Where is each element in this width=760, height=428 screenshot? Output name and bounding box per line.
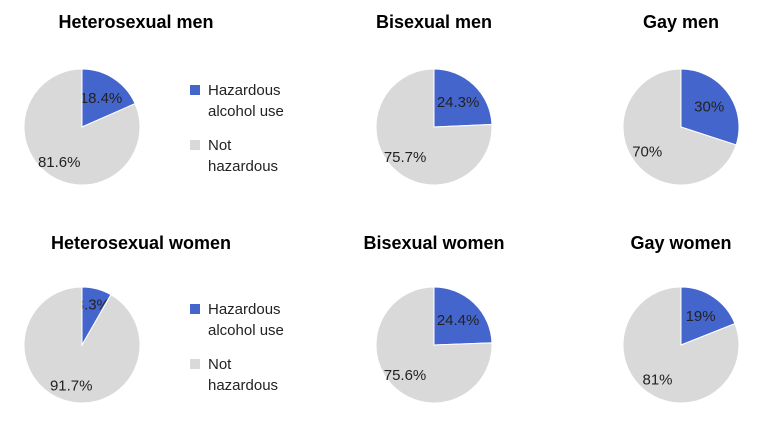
heterosexual-men-legend: Hazardous alcohol use Not hazardous xyxy=(190,80,318,190)
gay-women-label-not-hazardous: 81% xyxy=(642,372,672,389)
heterosexual-men-label-hazardous: 18.4% xyxy=(80,90,123,107)
bisexual-men-label-hazardous: 24.3% xyxy=(437,94,480,111)
heterosexual-women-legend: Hazardous alcohol use Not hazardous xyxy=(190,299,318,409)
gay-women-slice-not-hazardous xyxy=(622,286,740,404)
heterosexual-men-label-not-hazardous: 81.6% xyxy=(38,154,81,171)
legend-entry-not-hazardous: Not hazardous xyxy=(190,135,318,177)
bisexual-women-slice-hazardous xyxy=(433,286,493,346)
legend-entry-not-hazardous: Not hazardous xyxy=(190,354,318,396)
gay-men-pie: 30% 70% xyxy=(622,68,740,186)
legend-label: Not hazardous xyxy=(208,137,279,175)
gay-men-slice-hazardous xyxy=(680,68,740,146)
heterosexual-men-pie: 18.4% 81.6% xyxy=(23,68,141,186)
gay-women-pie: 19% 81% xyxy=(622,286,740,404)
legend-entry-hazardous: Hazardous alcohol use xyxy=(190,80,318,122)
gay-women-title: Gay women xyxy=(630,233,732,253)
legend-swatch xyxy=(190,140,200,150)
legend-swatch xyxy=(190,304,200,314)
heterosexual-women-label-not-hazardous: 91.7% xyxy=(50,377,93,394)
legend-label: Not hazardous xyxy=(208,356,279,394)
legend-swatch xyxy=(190,359,200,369)
heterosexual-men-slice-hazardous xyxy=(81,68,136,128)
bisexual-women-title: Bisexual women xyxy=(363,233,505,253)
gay-women-label-hazardous: 19% xyxy=(686,308,716,325)
heterosexual-women-title: Heterosexual women xyxy=(50,233,232,253)
gay-men-label-not-hazardous: 70% xyxy=(632,144,662,161)
gay-men-title: Gay men xyxy=(642,12,720,32)
bisexual-women-label-not-hazardous: 75.6% xyxy=(384,367,427,384)
legend-entry-hazardous: Hazardous alcohol use xyxy=(190,299,318,341)
bisexual-men-pie: 24.3% 75.7% xyxy=(375,68,493,186)
legend-swatch xyxy=(190,85,200,95)
heterosexual-men-title: Heterosexual men xyxy=(58,12,214,32)
heterosexual-men-slice-not-hazardous xyxy=(23,68,141,186)
gay-men-slice-not-hazardous xyxy=(622,68,737,186)
gay-women-slice-hazardous xyxy=(680,286,736,346)
legend-label: Hazardous alcohol use xyxy=(208,82,284,120)
bisexual-women-label-hazardous: 24.4% xyxy=(437,312,480,329)
bisexual-men-title: Bisexual men xyxy=(375,12,493,32)
legend-label: Hazardous alcohol use xyxy=(208,301,284,339)
bisexual-men-slice-hazardous xyxy=(433,68,493,128)
bisexual-women-slice-not-hazardous xyxy=(375,286,493,404)
heterosexual-women-slice-not-hazardous xyxy=(23,286,141,404)
heterosexual-women-label-hazardous: 8.3% xyxy=(76,297,110,314)
bisexual-men-slice-not-hazardous xyxy=(375,68,493,186)
gay-men-label-hazardous: 30% xyxy=(694,99,724,116)
bisexual-women-pie: 24.4% 75.6% xyxy=(375,286,493,404)
bisexual-men-label-not-hazardous: 75.7% xyxy=(384,149,427,166)
heterosexual-women-pie: 8.3% 91.7% xyxy=(23,286,141,404)
